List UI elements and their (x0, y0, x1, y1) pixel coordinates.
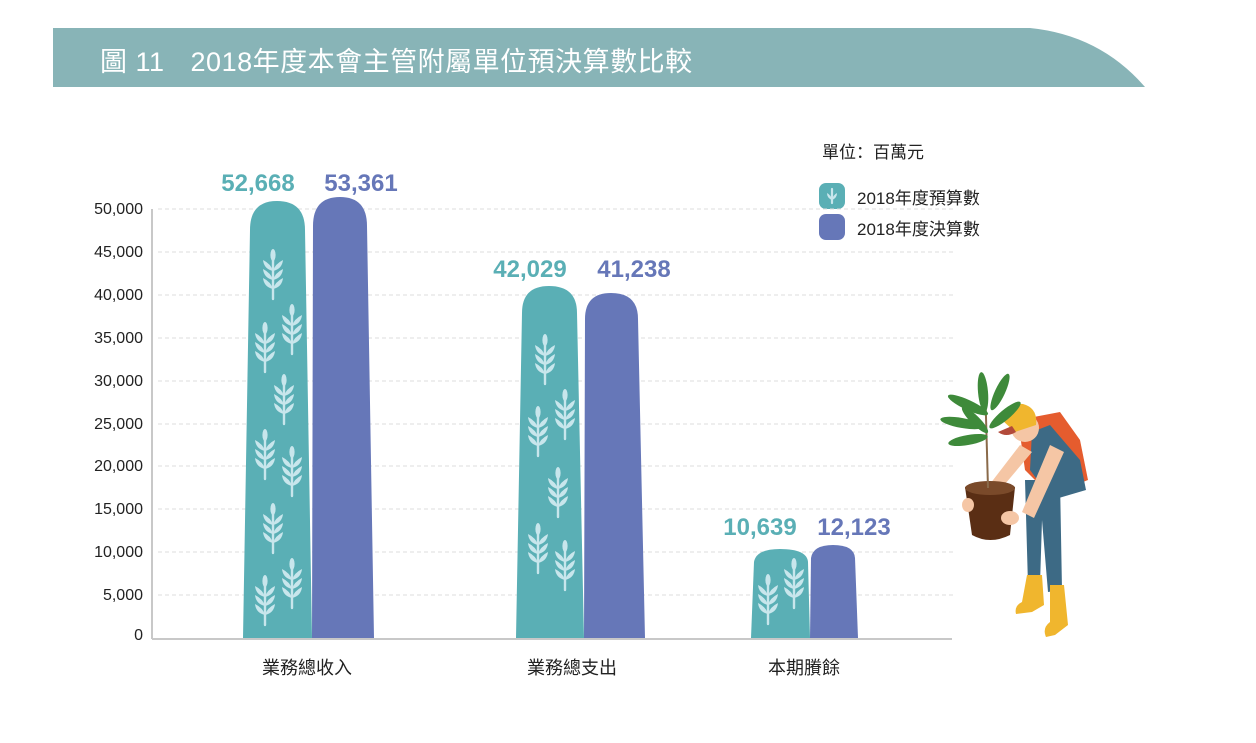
farmer-illustration (940, 372, 1088, 637)
category-label-expense: 業務總支出 (527, 658, 617, 678)
bar-actual-surplus (810, 545, 858, 638)
legend-item-actual[interactable]: 2018年度決算數 (819, 212, 980, 242)
bar-budget-revenue (243, 201, 312, 638)
title-band (53, 28, 1145, 87)
legend-label-actual: 2018年度決算數 (857, 219, 980, 239)
y-tick: 20,000 (94, 458, 143, 475)
value-label-actual-surplus: 12,123 (817, 514, 891, 541)
wheat-icon (827, 187, 837, 205)
y-tick: 35,000 (94, 330, 143, 347)
y-tick: 5,000 (102, 587, 143, 604)
bar-actual-expense (584, 293, 645, 638)
category-label-revenue: 業務總收入 (262, 658, 352, 678)
value-label-budget-revenue: 52,668 (221, 170, 295, 197)
bar-actual-revenue (312, 197, 374, 638)
bar-budget-expense (516, 286, 584, 638)
legend: 2018年度預算數 2018年度決算數 (819, 181, 980, 243)
legend-label-budget: 2018年度預算數 (857, 188, 980, 208)
y-tick: 30,000 (94, 373, 143, 390)
value-label-budget-expense: 42,029 (493, 256, 567, 283)
chart-title: 圖 11 2018年度本會主管附屬單位預決算數比較 (100, 40, 693, 79)
y-tick: 0 (134, 627, 143, 644)
y-tick: 10,000 (94, 544, 143, 561)
y-tick: 50,000 (94, 201, 143, 218)
value-label-actual-revenue: 53,361 (324, 170, 398, 197)
title-text: 2018年度本會主管附屬單位預決算數比較 (190, 47, 693, 77)
legend-swatch-actual (819, 214, 845, 240)
legend-item-budget[interactable]: 2018年度預算數 (819, 181, 980, 211)
bar-budget-surplus (751, 549, 810, 638)
legend-swatch-budget (819, 183, 845, 209)
value-label-actual-expense: 41,238 (597, 256, 671, 283)
y-tick: 25,000 (94, 416, 143, 433)
y-tick: 15,000 (94, 501, 143, 518)
value-label-budget-surplus: 10,639 (723, 514, 797, 541)
figure-number: 圖 11 (100, 47, 165, 77)
y-tick: 40,000 (94, 287, 143, 304)
category-label-surplus: 本期賸餘 (768, 658, 840, 678)
y-tick: 45,000 (94, 244, 143, 261)
unit-label: 單位：百萬元 (822, 143, 924, 162)
